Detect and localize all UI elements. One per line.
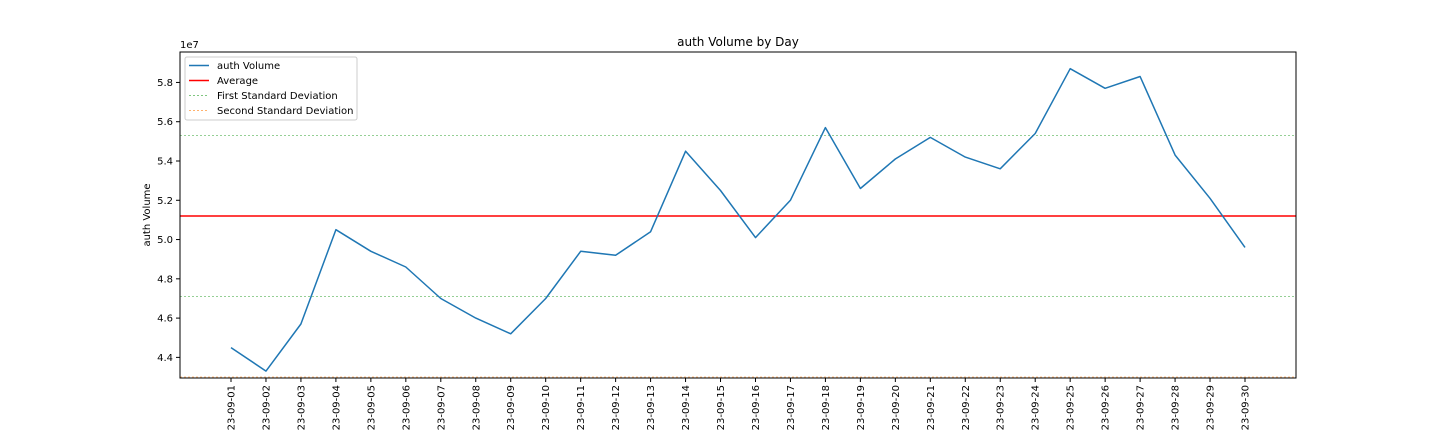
y-axis: 4.4 4.6 4.8 5.0 5.2 5.4 5.6 5.8 bbox=[157, 78, 180, 364]
reference-lines bbox=[180, 134, 1296, 378]
x-tick-label: 23-09-19 bbox=[856, 385, 867, 430]
x-tick-label: 23-09-21 bbox=[926, 385, 937, 430]
x-axis: 23-09-01 23-09-02 23-09-03 23-09-04 23-09-05… bbox=[227, 378, 1252, 430]
x-tick-label: 23-09-10 bbox=[541, 385, 552, 430]
x-tick-label: 23-09-24 bbox=[1031, 385, 1042, 430]
x-tick-label: 23-09-15 bbox=[716, 385, 727, 430]
x-tick-label: 23-09-06 bbox=[401, 385, 412, 430]
y-tick-label: 5.2 bbox=[157, 196, 173, 207]
x-tick-label: 23-09-25 bbox=[1066, 385, 1077, 430]
x-tick-label: 23-09-22 bbox=[961, 385, 972, 430]
x-tick-label: 23-09-30 bbox=[1241, 385, 1252, 430]
x-tick-label: 23-09-05 bbox=[366, 385, 377, 430]
plot-area-frame bbox=[179, 51, 1297, 379]
x-tick-label: 23-09-17 bbox=[786, 385, 797, 430]
legend-label: auth Volume bbox=[217, 61, 280, 72]
x-tick-label: 23-09-11 bbox=[576, 385, 587, 430]
x-tick-label: 23-09-14 bbox=[681, 385, 692, 430]
x-tick-label: 23-09-04 bbox=[331, 385, 342, 430]
legend-label: First Standard Deviation bbox=[217, 91, 338, 102]
x-tick-label: 23-09-08 bbox=[471, 385, 482, 430]
x-tick-label: 23-09-03 bbox=[296, 385, 307, 430]
x-tick-label: 23-09-01 bbox=[227, 385, 238, 430]
chart-title: auth Volume by Day bbox=[677, 35, 799, 49]
x-tick-label: 23-09-12 bbox=[611, 385, 622, 430]
y-tick-label: 4.6 bbox=[157, 314, 173, 325]
legend: auth Volume Average First Standard Deviati… bbox=[184, 56, 358, 121]
legend-box bbox=[184, 56, 358, 121]
y-tick-label: 4.8 bbox=[157, 274, 173, 285]
x-tick-label: 23-09-09 bbox=[506, 385, 517, 430]
x-tick-label: 23-09-27 bbox=[1136, 385, 1147, 430]
y-tick-label: 4.4 bbox=[157, 353, 173, 364]
series-line-0 bbox=[230, 67, 1246, 372]
x-tick-label: 23-09-29 bbox=[1206, 385, 1217, 430]
x-tick-label: 23-09-07 bbox=[436, 385, 447, 430]
x-tick-label: 23-09-16 bbox=[751, 385, 762, 430]
y-tick-label: 5.8 bbox=[157, 78, 173, 89]
x-tick-label: 23-09-18 bbox=[821, 385, 832, 430]
x-tick-label: 23-09-26 bbox=[1101, 385, 1112, 430]
x-tick-label: 23-09-02 bbox=[261, 385, 272, 430]
y-tick-label: 5.0 bbox=[157, 235, 173, 246]
x-tick-label: 23-09-20 bbox=[891, 385, 902, 430]
legend-label: Average bbox=[217, 76, 258, 87]
x-tick-label: 23-09-28 bbox=[1171, 385, 1182, 430]
x-tick-label: 23-09-13 bbox=[646, 385, 657, 430]
x-tick-label: 23-09-23 bbox=[996, 385, 1007, 430]
y-axis-offset-label: 1e7 bbox=[180, 40, 199, 51]
legend-label: Second Standard Deviation bbox=[217, 106, 353, 117]
series-layer bbox=[230, 67, 1246, 372]
y-tick-label: 5.6 bbox=[157, 117, 173, 128]
y-axis-label: auth Volume bbox=[142, 183, 153, 246]
y-tick-label: 5.4 bbox=[157, 156, 173, 167]
